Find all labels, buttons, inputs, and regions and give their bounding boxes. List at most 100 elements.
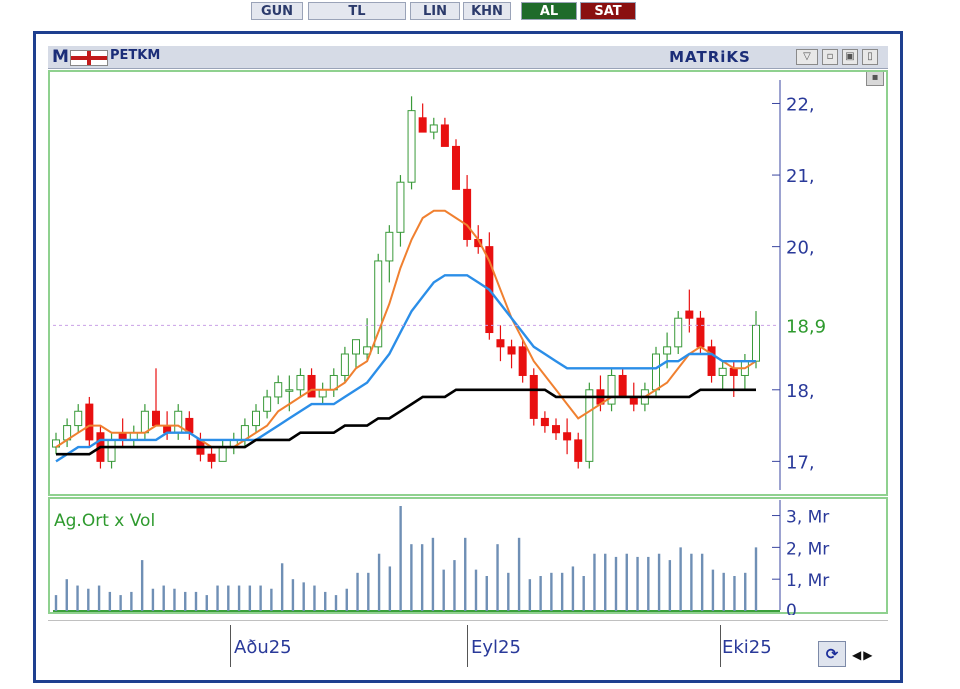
chart-area: 22, 21, 20, 18, 17, 18,9 3, Mr 2, Mr 1, Mr 0 Ag.…	[48, 70, 888, 615]
volume-tick-label: 0	[786, 601, 797, 615]
price-tick-label: 21,	[786, 166, 815, 187]
candle-body	[729, 367, 738, 376]
x-tick-sep	[467, 625, 468, 667]
volume-tick-label: 2, Mr	[786, 539, 829, 559]
volume-bar	[97, 585, 101, 611]
volume-bar	[474, 569, 478, 611]
candle-body	[85, 403, 94, 441]
time-axis-bar	[48, 620, 888, 673]
scale-button[interactable]: LIN	[410, 2, 460, 20]
volume-bar	[539, 576, 542, 611]
volume-bar	[604, 553, 607, 611]
volume-bar	[668, 560, 672, 611]
chart-toolbar	[48, 46, 888, 69]
volume-bar	[280, 563, 284, 611]
volume-bar	[410, 544, 413, 611]
scroll-arrows-icon[interactable]: ◀▶	[852, 648, 875, 662]
volume-bar	[636, 556, 639, 611]
volume-bar	[464, 537, 467, 611]
volume-bar	[324, 591, 327, 611]
symbol-label[interactable]: PETKM	[110, 48, 161, 63]
volume-bar	[291, 579, 295, 611]
candle-body	[407, 110, 416, 183]
volume-bar	[119, 595, 122, 611]
candle-body	[74, 410, 83, 427]
volume-bar	[194, 591, 198, 611]
candle-body	[518, 346, 527, 376]
khn-button[interactable]: KHN	[463, 2, 511, 20]
candle-body	[385, 231, 394, 262]
moving-average-line-black	[56, 388, 756, 456]
candle-body	[574, 439, 583, 462]
moving-average-line-orange	[55, 209, 757, 449]
candle-body	[252, 410, 260, 427]
volume-bar	[377, 553, 381, 611]
volume-bar	[582, 576, 585, 611]
buy-button[interactable]: AL	[521, 2, 577, 20]
volume-bar	[453, 560, 456, 611]
candle-body	[296, 374, 305, 391]
volume-bar	[270, 588, 273, 611]
volume-panel-title: Ag.Ort x Vol	[54, 511, 155, 531]
volume-bar	[625, 553, 628, 611]
volume-bar	[420, 544, 424, 611]
price-tick-label: 20,	[786, 238, 815, 259]
candle-body	[674, 317, 683, 348]
volume-bar	[550, 572, 553, 611]
volume-bar	[345, 588, 348, 611]
candle-body	[418, 117, 427, 133]
period-button[interactable]: GUN	[251, 2, 303, 20]
volume-bar	[313, 585, 316, 611]
volume-bar	[690, 553, 693, 611]
volume-bar	[259, 585, 262, 611]
candle-body	[618, 374, 627, 398]
volume-bar	[248, 585, 252, 611]
volume-bar	[76, 585, 79, 611]
volume-bar	[571, 566, 575, 611]
volume-bar	[140, 560, 144, 611]
volume-bar	[54, 595, 58, 611]
volume-bar	[431, 537, 435, 611]
maximize-icon[interactable]: ▣	[842, 49, 858, 65]
volume-bar	[614, 556, 618, 611]
candle-body	[496, 339, 505, 348]
candle-body	[396, 181, 405, 233]
candle-body	[263, 396, 272, 412]
candle-body	[652, 353, 660, 391]
volume-bar	[334, 595, 338, 611]
brand-label: MATRiKS	[669, 48, 751, 66]
volume-bar	[528, 579, 532, 611]
candle-body	[218, 446, 227, 462]
volume-bar	[593, 553, 596, 611]
x-tick-aug	[230, 625, 231, 667]
candle-body	[718, 367, 727, 376]
volume-bar	[356, 572, 359, 611]
panel-toggle-icon[interactable]: ▪	[866, 70, 884, 86]
candle-body	[318, 389, 327, 398]
volume-bar	[560, 572, 564, 611]
candle-body	[174, 410, 183, 434]
close-icon[interactable]: ▯	[862, 49, 878, 65]
candle-body	[752, 324, 760, 362]
dropdown-icon[interactable]: ▽	[796, 49, 818, 65]
candle-body	[529, 374, 538, 419]
volume-bar	[399, 506, 402, 611]
sell-button[interactable]: SAT	[580, 2, 636, 20]
volume-bar	[151, 588, 155, 611]
candle-body	[540, 417, 549, 427]
minimize-icon[interactable]: ▫	[822, 49, 838, 65]
candle-body	[685, 310, 694, 319]
volume-bar	[507, 572, 510, 611]
volume-bar	[184, 591, 187, 611]
currency-button[interactable]: TL	[308, 2, 406, 20]
volume-tick-label: 3, Mr	[786, 508, 829, 528]
candle-body	[207, 453, 216, 462]
refresh-icon[interactable]: ⟳	[818, 641, 846, 667]
volume-bar	[205, 595, 208, 611]
volume-bar	[711, 569, 715, 611]
volume-bar	[130, 591, 133, 611]
price-tick-label: 18,	[786, 381, 815, 402]
volume-bar	[517, 537, 521, 611]
candle-body	[563, 432, 572, 441]
volume-bar	[227, 585, 230, 611]
